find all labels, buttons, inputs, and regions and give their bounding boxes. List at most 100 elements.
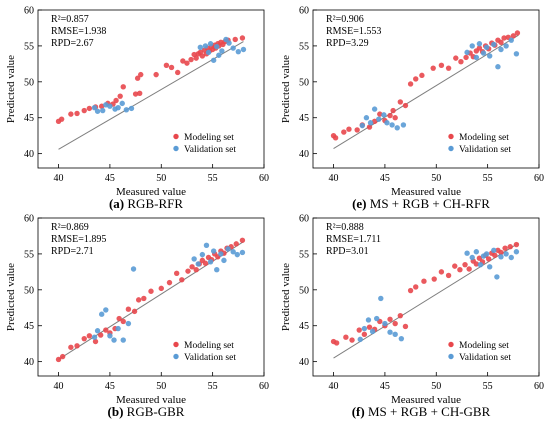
y-tick-label: 55	[299, 41, 309, 52]
validation-point	[363, 115, 370, 121]
y-tick-label: 55	[299, 249, 309, 260]
modeling-point	[116, 315, 122, 322]
y-tick-label: 60	[24, 214, 34, 225]
modeling-point	[92, 338, 99, 345]
modeling-point	[445, 272, 452, 279]
modeling-point	[513, 241, 520, 248]
modeling-point	[332, 135, 339, 141]
validation-point	[494, 274, 500, 280]
legend-label: Modeling set	[184, 133, 234, 143]
validation-series	[91, 242, 246, 343]
modeling-series	[55, 237, 246, 363]
y-tick-label: 45	[24, 321, 34, 332]
validation-point	[230, 249, 236, 255]
y-tick-label: 50	[299, 285, 309, 296]
caption-letter: (a)	[108, 196, 125, 211]
legend-label: Validation set	[184, 353, 236, 363]
legend-label: Modeling set	[184, 341, 234, 351]
validation-point	[513, 51, 520, 57]
validation-point	[205, 49, 212, 56]
validation-point	[382, 320, 388, 327]
stat-rpd: RPD=2.71	[51, 246, 94, 257]
validation-point	[361, 325, 368, 332]
modeling-point	[163, 62, 170, 68]
modeling-point	[419, 72, 425, 79]
validation-point	[503, 251, 509, 257]
modeling-point	[125, 306, 132, 312]
caption-letter: (e)	[352, 196, 367, 211]
legend-marker	[173, 353, 179, 360]
modeling-point	[333, 340, 340, 346]
modeling-point	[413, 76, 419, 82]
y-tick-label: 45	[299, 113, 309, 124]
validation-point	[91, 104, 98, 111]
modeling-point	[68, 344, 74, 350]
y-tick-label: 40	[24, 149, 34, 160]
modeling-point	[148, 288, 154, 294]
fit-line	[333, 242, 519, 359]
validation-point	[197, 44, 204, 51]
legend-marker	[173, 145, 179, 152]
legend-marker	[448, 353, 454, 360]
validation-point	[469, 254, 475, 261]
validation-point	[207, 41, 214, 47]
caption-letter: (b)	[107, 404, 124, 419]
validation-point	[498, 254, 504, 260]
validation-point	[398, 335, 405, 342]
validation-point	[376, 116, 382, 122]
legend-marker	[448, 341, 454, 348]
x-axis-label: Measured value	[391, 186, 461, 198]
modeling-point	[131, 308, 138, 315]
modeling-point	[239, 35, 246, 41]
panel-2: 40 45 50 55 60 40 45 50 55 60 Measured value Predic…	[280, 6, 544, 199]
validation-point	[483, 44, 490, 51]
validation-point	[392, 331, 398, 338]
x-tick-label: 40	[329, 173, 339, 184]
validation-point	[473, 54, 480, 61]
y-axis-label: Predicted value	[5, 55, 17, 123]
plot-frame	[37, 9, 265, 169]
modeling-point	[392, 115, 398, 121]
validation-point	[469, 43, 475, 49]
modeling-point	[445, 65, 452, 71]
modeling-point	[343, 334, 349, 340]
plot-frame	[312, 9, 540, 169]
modeling-point	[166, 279, 173, 286]
modeling-point	[476, 45, 483, 51]
y-tick-label: 60	[24, 6, 34, 17]
validation-point	[107, 333, 113, 339]
modeling-point	[153, 71, 159, 78]
validation-point	[476, 41, 483, 47]
validation-point	[226, 40, 232, 46]
modeling-point	[74, 343, 80, 349]
plot-frame	[37, 217, 265, 377]
modeling-series	[330, 241, 520, 346]
legend-label: Validation set	[459, 353, 511, 363]
modeling-point	[349, 337, 355, 343]
x-tick-label: 55	[208, 173, 218, 184]
y-tick-label: 50	[24, 285, 34, 296]
validation-point	[365, 317, 372, 323]
y-axis-label: Predicted value	[5, 263, 17, 331]
modeling-point	[103, 327, 109, 333]
plot-frame	[312, 217, 540, 377]
validation-point	[357, 336, 363, 343]
validation-point	[199, 251, 206, 258]
panel-caption: (f) MS + RGB + CH-GBR	[291, 404, 550, 420]
modeling-point	[135, 297, 142, 303]
validation-point	[100, 107, 106, 114]
validation-point	[214, 43, 220, 50]
panel-caption: (a) RGB-RFR	[16, 196, 276, 212]
modeling-point	[58, 116, 65, 122]
validation-point	[210, 248, 217, 254]
modeling-point	[168, 64, 175, 71]
validation-point	[210, 57, 217, 63]
validation-point	[369, 328, 376, 335]
modeling-point	[402, 102, 409, 109]
modeling-point	[199, 53, 206, 59]
validation-point	[119, 100, 125, 107]
modeling-point	[485, 256, 492, 262]
validation-point	[371, 106, 378, 112]
modeling-point	[507, 244, 513, 250]
